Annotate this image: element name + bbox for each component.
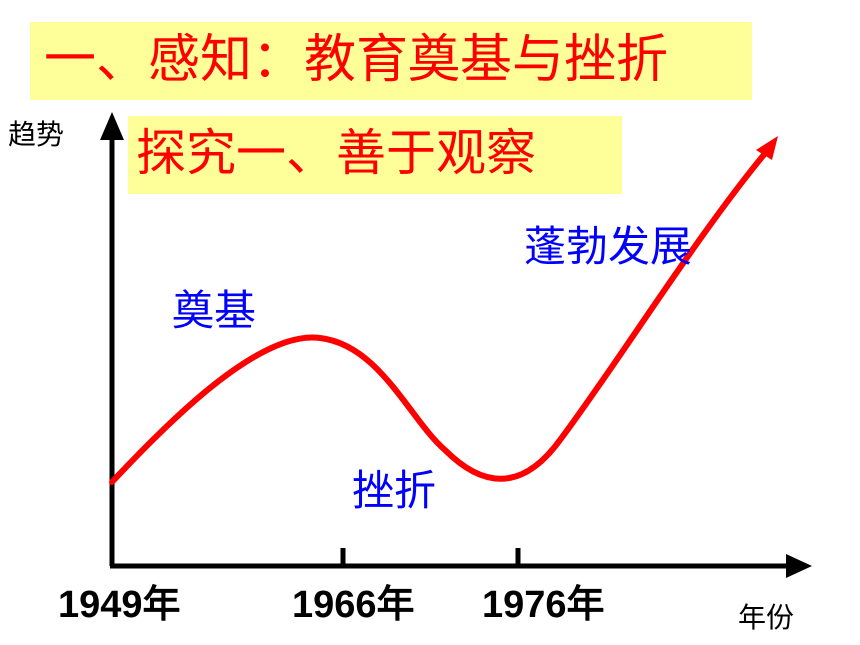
year-label-1949: 1949年 (58, 584, 181, 626)
trend-arrowhead (756, 136, 778, 160)
trend-curve (109, 142, 775, 485)
y-axis-arrowhead (100, 112, 124, 140)
section-subtitle: 探究一、善于观察 (128, 116, 622, 194)
x-axis-arrowhead (786, 554, 812, 578)
stage-label-setback: 挫折 (352, 466, 437, 515)
year-label-1966: 1966年 (292, 584, 415, 626)
y-axis-label: 趋势 (8, 118, 65, 151)
year-label-1976: 1976年 (482, 584, 605, 626)
stage-label-foundation: 奠基 (172, 286, 257, 335)
x-axis-label: 年份 (738, 601, 795, 634)
page-title: 一、感知：教育奠基与挫折 (30, 22, 752, 100)
stage-label-prosperity: 蓬勃发展 (524, 222, 693, 271)
